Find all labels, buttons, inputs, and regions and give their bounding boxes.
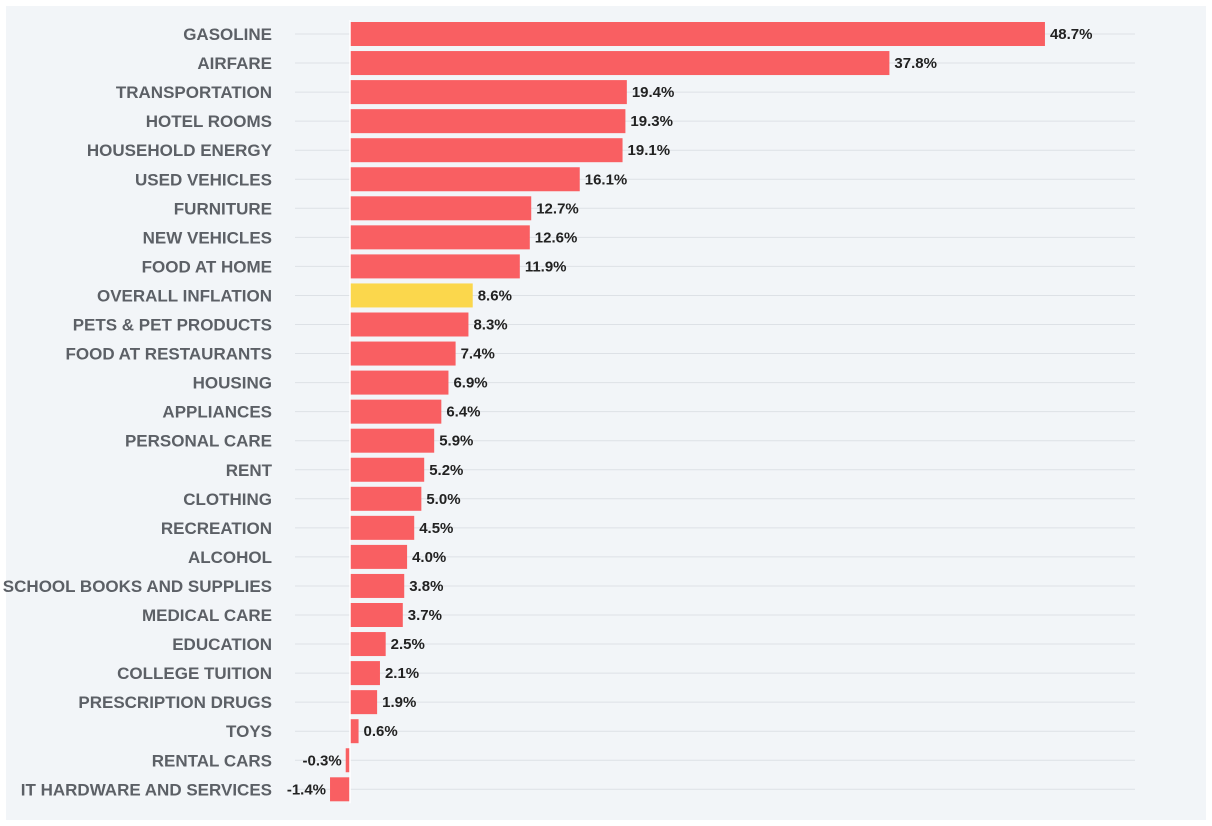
bar-medical-care bbox=[350, 603, 403, 627]
category-label: TOYS bbox=[226, 722, 272, 741]
value-label: 19.1% bbox=[628, 142, 671, 159]
value-label: -0.3% bbox=[303, 752, 342, 769]
category-label: HOUSING bbox=[193, 374, 272, 393]
value-label: 19.3% bbox=[630, 113, 673, 130]
bar-gasoline bbox=[350, 22, 1045, 46]
bar-new-vehicles bbox=[350, 225, 530, 250]
bar-food-at-restaurants bbox=[350, 341, 456, 366]
value-label: 19.4% bbox=[632, 84, 675, 101]
value-label: 7.4% bbox=[461, 346, 495, 363]
value-label: 12.6% bbox=[535, 229, 578, 246]
bar-transportation bbox=[350, 80, 627, 105]
bar-used-vehicles bbox=[350, 167, 580, 192]
category-label: NEW VEHICLES bbox=[143, 228, 272, 247]
value-label: 16.1% bbox=[585, 171, 628, 188]
bar-hotel-rooms bbox=[350, 109, 626, 134]
value-label: 2.1% bbox=[385, 665, 419, 682]
bar-rental-cars bbox=[345, 748, 350, 773]
category-label: RECREATION bbox=[161, 519, 272, 538]
category-label: USED VEHICLES bbox=[135, 170, 272, 189]
bar-appliances bbox=[350, 399, 442, 424]
bar-clothing bbox=[350, 486, 422, 511]
category-label: ALCOHOL bbox=[188, 548, 272, 567]
value-label: 4.0% bbox=[412, 549, 446, 566]
category-label: PERSONAL CARE bbox=[125, 432, 272, 451]
value-label: 0.6% bbox=[364, 723, 398, 740]
value-label: 5.2% bbox=[429, 462, 463, 479]
category-label: PRESCRIPTION DRUGS bbox=[78, 693, 272, 712]
bar-school-books-and-supplies bbox=[350, 573, 405, 598]
category-label: AIRFARE bbox=[197, 54, 272, 73]
bar-rent bbox=[350, 457, 425, 482]
category-label: GASOLINE bbox=[183, 25, 272, 44]
bar-alcohol bbox=[350, 544, 408, 569]
category-label: APPLIANCES bbox=[162, 403, 272, 422]
value-label: 48.7% bbox=[1050, 26, 1093, 43]
bar-housing bbox=[350, 370, 449, 395]
value-label: 4.5% bbox=[419, 520, 453, 537]
bar-recreation bbox=[350, 515, 415, 540]
category-label: OVERALL INFLATION bbox=[97, 286, 272, 305]
category-label: FOOD AT HOME bbox=[142, 257, 272, 276]
bar-it-hardware-and-services bbox=[330, 777, 350, 802]
value-label: 8.3% bbox=[473, 317, 507, 334]
category-label: HOUSEHOLD ENERGY bbox=[87, 141, 273, 160]
bar-toys bbox=[350, 719, 359, 744]
value-label: 3.8% bbox=[409, 578, 443, 595]
value-label: 1.9% bbox=[382, 694, 416, 711]
value-label: 6.9% bbox=[453, 375, 487, 392]
value-label: 5.0% bbox=[426, 491, 460, 508]
value-label: 5.9% bbox=[439, 433, 473, 450]
bar-overall-inflation bbox=[350, 283, 473, 308]
category-label: RENT bbox=[226, 461, 273, 480]
category-label: HOTEL ROOMS bbox=[146, 112, 272, 131]
value-label: -1.4% bbox=[287, 781, 326, 798]
bar-prescription-drugs bbox=[350, 690, 378, 715]
value-label: 6.4% bbox=[446, 404, 480, 421]
category-label: FOOD AT RESTAURANTS bbox=[65, 345, 272, 364]
category-label: MEDICAL CARE bbox=[142, 606, 272, 625]
category-label: IT HARDWARE AND SERVICES bbox=[21, 780, 272, 799]
value-label: 2.5% bbox=[391, 636, 425, 653]
value-label: 37.8% bbox=[894, 55, 937, 72]
category-label: PETS & PET PRODUCTS bbox=[73, 316, 272, 335]
category-label: COLLEGE TUITION bbox=[117, 664, 272, 683]
bar-pets-pet-products bbox=[350, 312, 469, 337]
bar-food-at-home bbox=[350, 254, 520, 279]
category-label: CLOTHING bbox=[183, 490, 272, 509]
category-label: EDUCATION bbox=[172, 635, 272, 654]
bar-household-energy bbox=[350, 138, 623, 163]
value-label: 12.7% bbox=[536, 200, 579, 217]
value-label: 3.7% bbox=[408, 607, 442, 624]
category-label: SCHOOL BOOKS AND SUPPLIES bbox=[3, 577, 272, 596]
bar-personal-care bbox=[350, 428, 435, 453]
value-label: 8.6% bbox=[478, 287, 512, 304]
bar-furniture bbox=[350, 196, 532, 221]
bar-education bbox=[350, 632, 386, 657]
category-label: FURNITURE bbox=[174, 199, 272, 218]
bar-college-tuition bbox=[350, 661, 380, 686]
category-label: RENTAL CARS bbox=[152, 751, 272, 770]
category-label: TRANSPORTATION bbox=[116, 83, 272, 102]
value-label: 11.9% bbox=[525, 258, 567, 275]
bar-airfare bbox=[350, 51, 890, 76]
